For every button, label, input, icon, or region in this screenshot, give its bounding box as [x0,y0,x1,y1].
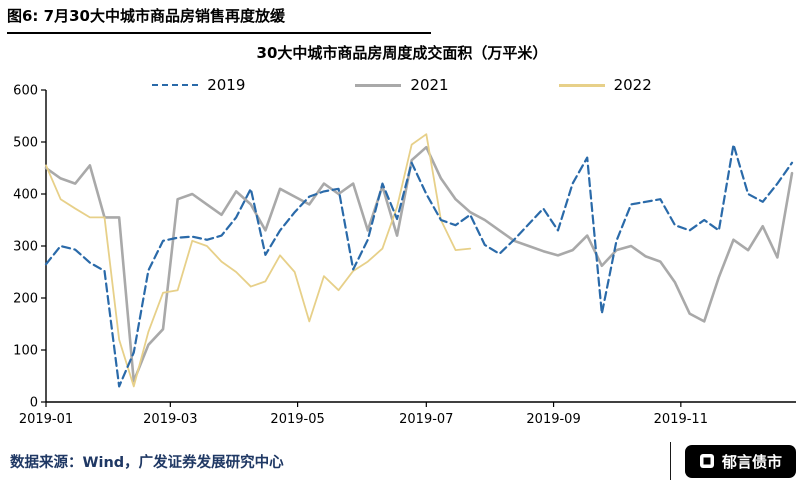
series-line-2021 [44,145,794,383]
legend-line-2021-icon [355,83,402,87]
legend-item-2021: 2021 [355,76,449,94]
y-tick-label: 200 [13,292,38,307]
legend-line-2022-icon [558,83,605,87]
y-tick-label: 300 [13,240,38,255]
y-tick-label: 500 [13,136,38,151]
x-tick-label: 2019-07 [399,412,453,427]
chart-title: 30大中城市商品房周度成交面积（万平米） [256,44,548,62]
legend-label-2022: 2022 [613,76,652,94]
x-tick-label: 2019-03 [143,412,197,427]
y-tick-label: 100 [13,344,38,359]
x-tick-label: 2019-05 [270,412,324,427]
legend-label-2021: 2021 [410,76,449,94]
series-line-2022 [45,133,472,388]
y-tick-label: 400 [13,188,38,203]
line-chart: 0 100 200 300 400 500 600 2019-01 2019-03 2019-05… [13,84,796,427]
legend-item-2019: 2019 [152,76,245,94]
data-source-note: 数据来源：Wind，广发证券发展研究中心 [10,454,284,471]
brand-seal-icon [699,454,714,468]
x-tick-label: 2019-09 [526,412,580,427]
brand-block: 郁言债市 [669,442,796,480]
brand-logo: 郁言债市 [684,444,796,478]
vertical-divider [669,442,671,480]
y-axis: 0 100 200 300 400 500 600 [13,84,47,411]
series-line-2019 [44,143,794,388]
x-axis: 2019-01 2019-03 2019-05 2019-07 2019-09 2019-… [19,401,796,427]
legend-line-2019-icon [152,84,199,86]
legend-item-2022: 2022 [558,76,652,94]
y-tick-label: 0 [30,396,38,411]
legend-label-2019: 2019 [207,76,246,94]
figure-header-title: 图6: 7月30大中城市商品房销售再度放缓 [7,5,431,34]
x-tick-label: 2019-01 [19,412,73,427]
chart-legend: 2019 2021 2022 [0,76,804,94]
figure-footer: 数据来源：Wind，广发证券发展研究中心 郁言债市 [10,439,796,483]
y-tick-label: 600 [13,84,38,99]
brand-name: 郁言债市 [721,452,782,471]
x-tick-label: 2019-11 [654,412,708,427]
